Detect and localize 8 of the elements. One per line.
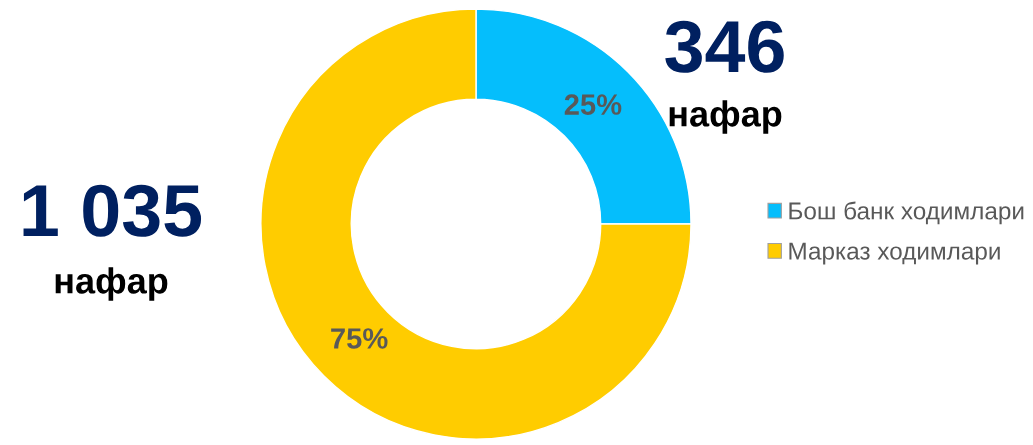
data-label: 75% [331,328,388,349]
text: 346 [665,20,784,73]
legend-label: Марказ ходимлари [789,242,1000,265]
data-label: 25% [564,94,622,115]
legend-label: Бош банк ходимлари [789,201,1024,225]
text: 1 035 [23,184,202,237]
text: нафар [669,100,782,134]
text: нафар [55,267,168,301]
